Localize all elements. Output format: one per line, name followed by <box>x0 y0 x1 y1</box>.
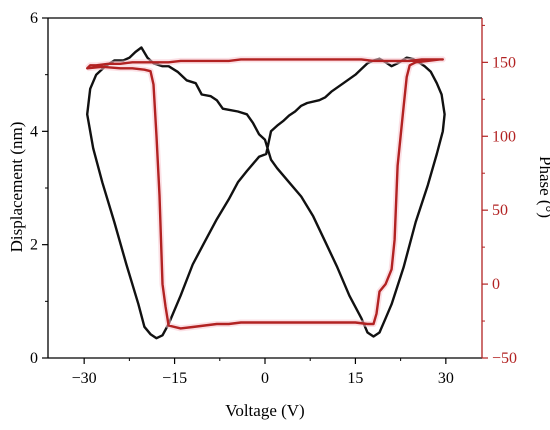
series-layer <box>85 46 446 340</box>
right-y-axis-label: Phase (°) <box>536 156 550 218</box>
left-y-axis-label: Displacement (nm) <box>7 122 26 253</box>
left-y-tick-label: 0 <box>30 350 38 367</box>
right-y-tick-label: 50 <box>492 202 508 219</box>
right-y-tick-label: 100 <box>492 128 516 145</box>
x-tick-label: −15 <box>162 370 187 387</box>
x-tick-label: 30 <box>438 370 454 387</box>
left-y-tick-label: 4 <box>30 123 38 140</box>
x-tick-label: 0 <box>261 370 269 387</box>
left-y-tick-label: 2 <box>30 237 38 254</box>
phase-halo <box>85 56 446 332</box>
x-axis-label: Voltage (V) <box>225 401 304 420</box>
left-y-axis-ticks: 0 2 4 6 <box>30 10 48 367</box>
x-axis-ticks: −30 −15 0 15 30 <box>72 358 454 387</box>
left-y-tick-label: 6 <box>30 10 38 27</box>
right-y-tick-label: 150 <box>492 54 516 71</box>
right-y-axis-ticks: −50 0 50 100 150 <box>482 24 517 367</box>
displacement-loop-line <box>86 46 446 340</box>
right-y-tick-label: 0 <box>492 276 500 293</box>
x-tick-label: −30 <box>72 370 97 387</box>
x-tick-label: 15 <box>347 370 363 387</box>
right-y-tick-label: −50 <box>492 350 517 367</box>
phase-loop-line <box>86 58 444 330</box>
